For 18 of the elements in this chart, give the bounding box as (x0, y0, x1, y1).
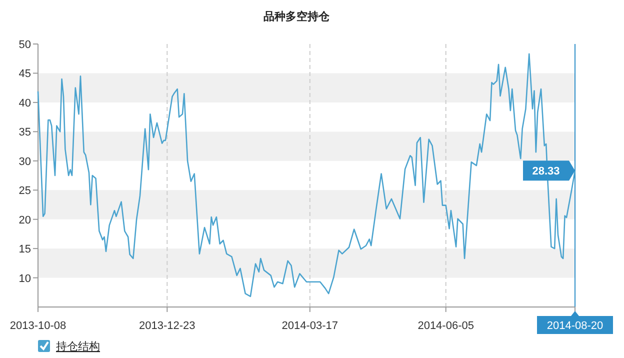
y-tick-label: 10 (18, 272, 31, 285)
y-tick-label: 45 (18, 68, 31, 80)
x-tick-label: 2013-10-08 (10, 320, 66, 332)
y-tick-label: 35 (18, 126, 31, 139)
annotation: 28.33 (532, 166, 560, 178)
legend-label: 持仓结构 (56, 340, 100, 353)
line-series (37, 53, 576, 298)
x-tick-label: 2014-06-05 (418, 320, 474, 332)
y-tick-label: 20 (18, 214, 31, 226)
chart-title: 品种多空持仓 (264, 10, 330, 23)
y-tick-label: 40 (18, 97, 31, 110)
x-tick-label: 2014-08-20 (546, 320, 604, 332)
y-tick-label: 25 (18, 185, 31, 198)
y-tick-label: 15 (18, 244, 31, 256)
y-tick-label: 30 (18, 156, 31, 168)
x-tick-label: 2014-03-17 (282, 320, 338, 332)
y-tick-label: 50 (18, 39, 31, 51)
x-tick-label: 2013-12-23 (139, 320, 196, 332)
